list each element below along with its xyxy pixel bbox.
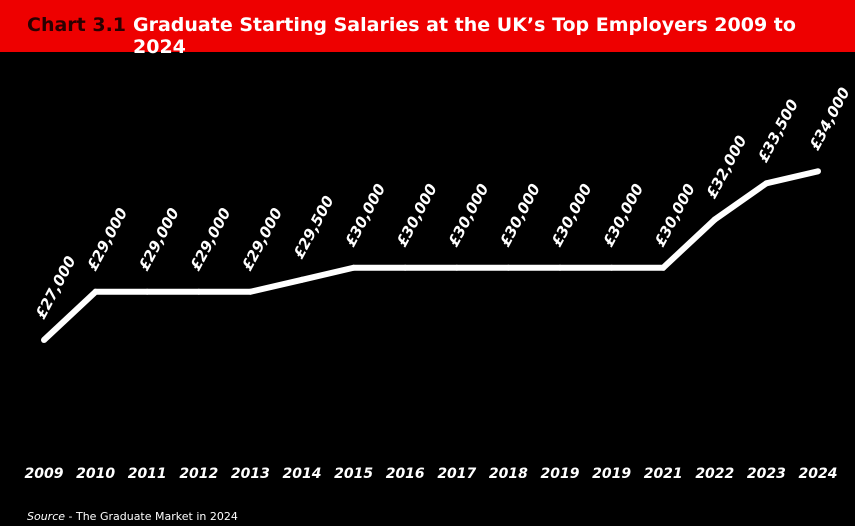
data-label: £30,000 [599,181,647,250]
x-tick-label: 2011 [128,466,167,482]
x-tick-label: 2017 [437,466,476,482]
chart-title: Graduate Starting Salaries at the UK’s T… [133,14,796,58]
data-label: £30,000 [393,181,441,250]
data-point [453,264,460,271]
data-point [557,264,563,271]
x-tick-label: 2015 [334,466,373,482]
data-label: £29,000 [186,205,234,274]
x-tick-label: 2019 [592,466,631,482]
data-label: £30,000 [548,181,596,250]
data-point [402,264,409,271]
data-point [350,264,357,271]
data-label: £29,000 [83,205,131,274]
data-label: £32,000 [702,133,750,202]
source-note: Source - The Graduate Market in 2024 [27,510,238,523]
data-point [711,216,718,223]
title-bar: Chart 3.1 Graduate Starting Salaries at … [0,0,855,58]
x-tick-label: 2013 [231,466,270,482]
data-point [763,180,770,187]
x-tick-label: 2009 [25,466,64,482]
source-label: Source [27,510,66,523]
x-tick-label: 2024 [799,466,838,482]
data-point [299,276,305,283]
x-tick-label: 2021 [644,466,683,482]
data-point [505,264,512,271]
data-point [92,288,99,295]
data-label: £34,000 [806,84,854,153]
x-tick-label: 2018 [489,466,528,482]
x-tick-label: 2010 [76,466,115,482]
data-point [660,264,667,271]
x-tick-label: 2019 [541,466,580,482]
data-point [608,264,615,271]
x-tick-label: 2022 [695,466,734,482]
data-label: £30,000 [341,181,389,250]
data-point [195,288,202,295]
data-label: £33,500 [754,96,802,165]
x-tick-label: 2012 [179,466,218,482]
data-label: £30,000 [444,181,492,250]
data-point [41,337,47,343]
source-text: - The Graduate Market in 2024 [65,510,238,523]
data-label: £29,500 [290,193,338,262]
chart-number: Chart 3.1 [27,14,127,36]
salary-series-line [41,168,819,343]
x-tick-label: 2014 [283,466,322,482]
data-point [144,288,151,295]
data-label: £30,000 [496,181,544,250]
line-chart: £27,000£29,000 £29,000 £29,000 £29,000 £29,5… [25,84,854,482]
data-label: £29,000 [238,205,286,274]
data-label: £29,000 [135,205,183,274]
data-point [815,168,821,175]
data-point [247,288,254,295]
x-tick-label: 2016 [386,466,425,482]
x-tick-label: 2023 [747,466,786,482]
